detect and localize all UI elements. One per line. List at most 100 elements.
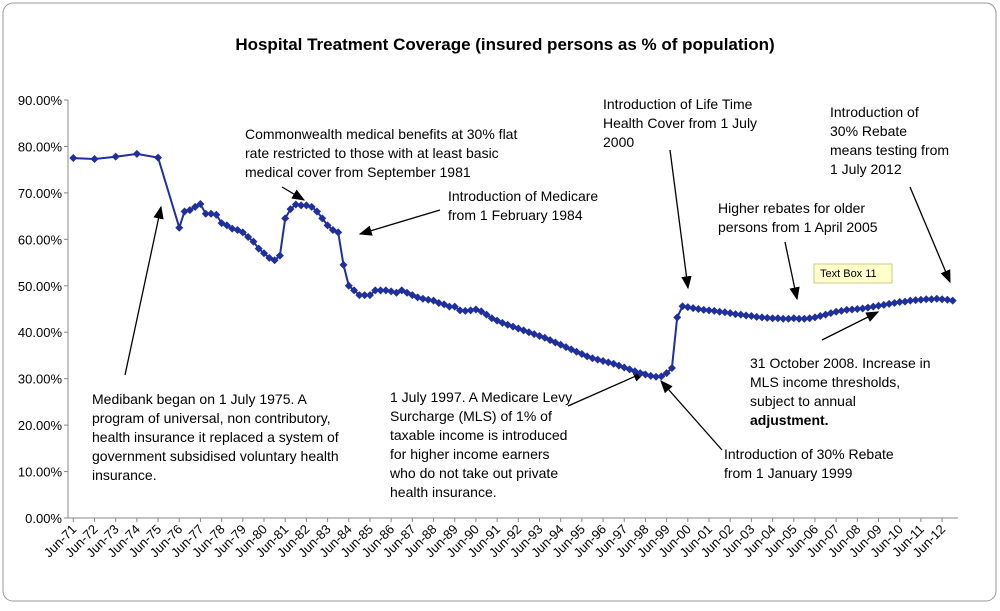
data-point bbox=[916, 295, 925, 304]
data-point bbox=[185, 206, 194, 215]
y-tick-label: 60.00% bbox=[18, 232, 63, 247]
data-point bbox=[175, 223, 184, 232]
data-point bbox=[673, 313, 682, 322]
data-point bbox=[466, 306, 475, 315]
annotation: medical cover from September 1981 bbox=[245, 164, 471, 180]
data-point bbox=[874, 301, 883, 310]
data-point bbox=[191, 202, 200, 211]
data-point bbox=[111, 152, 120, 161]
data-point bbox=[795, 314, 804, 323]
data-point bbox=[371, 286, 380, 295]
data-point bbox=[943, 295, 952, 304]
data-point bbox=[360, 291, 369, 300]
data-point bbox=[895, 298, 904, 307]
annotation: persons from 1 April 2005 bbox=[718, 219, 878, 235]
data-point bbox=[837, 306, 846, 315]
data-point bbox=[154, 153, 163, 162]
data-point bbox=[736, 310, 745, 319]
y-tick-label: 40.00% bbox=[18, 325, 63, 340]
annotation: health insurance it replaced a system of bbox=[92, 429, 339, 445]
data-point bbox=[350, 286, 359, 295]
annotation: insurance. bbox=[92, 467, 157, 483]
data-point bbox=[323, 221, 332, 230]
data-point bbox=[222, 221, 231, 230]
data-point bbox=[678, 302, 687, 311]
data-point bbox=[885, 299, 894, 308]
data-point bbox=[275, 251, 284, 260]
data-point bbox=[863, 303, 872, 312]
data-point bbox=[747, 311, 756, 320]
data-point bbox=[456, 306, 465, 315]
data-point bbox=[318, 214, 327, 223]
data-point bbox=[890, 298, 899, 307]
data-point bbox=[418, 294, 427, 303]
annotation: 1 July 1997. A Medicare Levy bbox=[390, 389, 572, 405]
data-point bbox=[450, 302, 459, 311]
annotation: government subsidised voluntary health bbox=[92, 448, 339, 464]
data-point bbox=[800, 314, 809, 323]
data-point bbox=[445, 302, 454, 311]
data-point bbox=[689, 304, 698, 313]
y-tick-label: 50.00% bbox=[18, 279, 63, 294]
y-tick-label: 80.00% bbox=[18, 139, 63, 154]
data-point bbox=[646, 371, 655, 380]
annotation: means testing from bbox=[830, 142, 949, 158]
annotation: 2000 bbox=[603, 134, 634, 150]
y-tick-label: 0.00% bbox=[25, 511, 62, 526]
data-point bbox=[662, 369, 671, 378]
data-point bbox=[879, 300, 888, 309]
data-point bbox=[742, 311, 751, 320]
data-point bbox=[291, 200, 300, 209]
data-point bbox=[869, 302, 878, 311]
annotation: 31 October 2008. Increase in bbox=[750, 355, 931, 371]
annotation: Medibank began on 1 July 1975. A bbox=[92, 391, 307, 407]
data-point bbox=[344, 281, 353, 290]
data-point bbox=[207, 209, 216, 218]
data-point bbox=[312, 207, 321, 216]
data-point bbox=[477, 307, 486, 316]
data-point bbox=[948, 296, 957, 305]
data-point bbox=[254, 244, 263, 253]
annotation: Introduction of Medicare bbox=[448, 188, 598, 204]
data-point bbox=[805, 314, 814, 323]
data-point bbox=[757, 313, 766, 322]
data-point bbox=[715, 307, 724, 316]
y-tick-label: 30.00% bbox=[18, 372, 63, 387]
data-point bbox=[768, 314, 777, 323]
data-point bbox=[355, 291, 364, 300]
data-point bbox=[424, 295, 433, 304]
data-point bbox=[842, 305, 851, 314]
annotation: rate restricted to those with at least b… bbox=[245, 145, 499, 161]
arrows bbox=[124, 149, 951, 451]
data-point bbox=[763, 313, 772, 322]
data-point bbox=[832, 307, 841, 316]
data-point bbox=[657, 372, 666, 381]
data-point bbox=[667, 363, 676, 372]
data-point bbox=[381, 286, 390, 295]
data-point bbox=[784, 314, 793, 323]
annotation: adjustment. bbox=[750, 412, 829, 428]
data-point bbox=[927, 295, 936, 304]
data-point bbox=[69, 154, 78, 163]
data-point bbox=[710, 306, 719, 315]
data-point bbox=[482, 310, 491, 319]
data-point bbox=[461, 306, 470, 315]
data-point bbox=[212, 210, 221, 219]
data-point bbox=[244, 233, 253, 242]
annotation: 30% Rebate bbox=[830, 123, 907, 139]
annotation: from 1 February 1984 bbox=[448, 207, 583, 223]
annotation: program of universal, non contributory, bbox=[92, 410, 331, 426]
data-point bbox=[260, 249, 269, 258]
annotation: 1 July 2012 bbox=[830, 161, 902, 177]
data-point bbox=[720, 308, 729, 317]
data-point bbox=[365, 291, 374, 300]
chart-title: Hospital Treatment Coverage (insured per… bbox=[235, 35, 774, 54]
annotation: from 1 January 1999 bbox=[724, 465, 853, 481]
data-point bbox=[922, 295, 931, 304]
data-point bbox=[789, 314, 798, 323]
data-point bbox=[201, 209, 210, 218]
data-point bbox=[90, 154, 99, 163]
annotation: Text Box 11 bbox=[820, 268, 877, 280]
annotation: Introduction of bbox=[830, 104, 919, 120]
data-point bbox=[334, 228, 343, 237]
